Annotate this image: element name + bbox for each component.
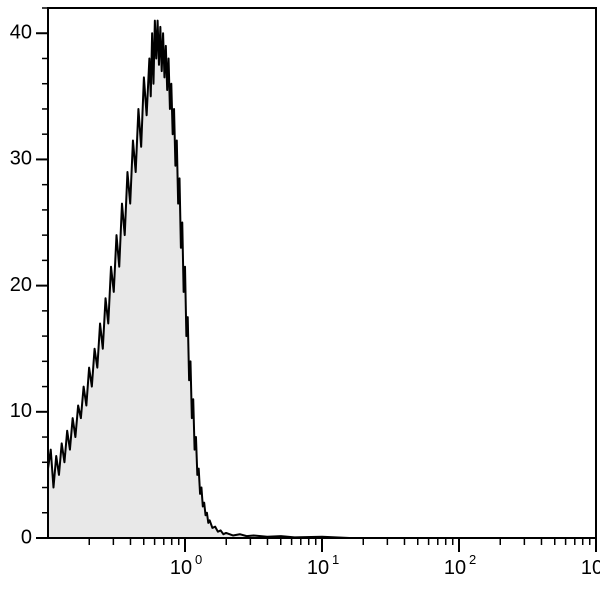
x-tick-label: 103 [581,552,600,579]
x-tick-label: 102 [444,552,476,579]
chart-svg: 010203040100101102103 [0,0,600,589]
svg-text:10: 10 [444,557,466,579]
x-tick-label: 100 [170,552,202,579]
svg-text:2: 2 [469,552,476,567]
y-tick-label: 20 [10,274,32,296]
svg-text:1: 1 [332,552,339,567]
y-tick-label: 10 [10,400,32,422]
y-tick-label: 40 [10,22,32,44]
svg-text:10: 10 [581,557,600,579]
y-tick-label: 0 [21,526,32,548]
x-tick-label: 101 [307,552,339,579]
svg-text:0: 0 [195,552,202,567]
svg-text:10: 10 [307,557,329,579]
histogram-fill [48,21,596,538]
y-tick-label: 30 [10,148,32,170]
svg-text:10: 10 [170,557,192,579]
flow-cytometry-histogram: 010203040100101102103 [0,0,600,589]
